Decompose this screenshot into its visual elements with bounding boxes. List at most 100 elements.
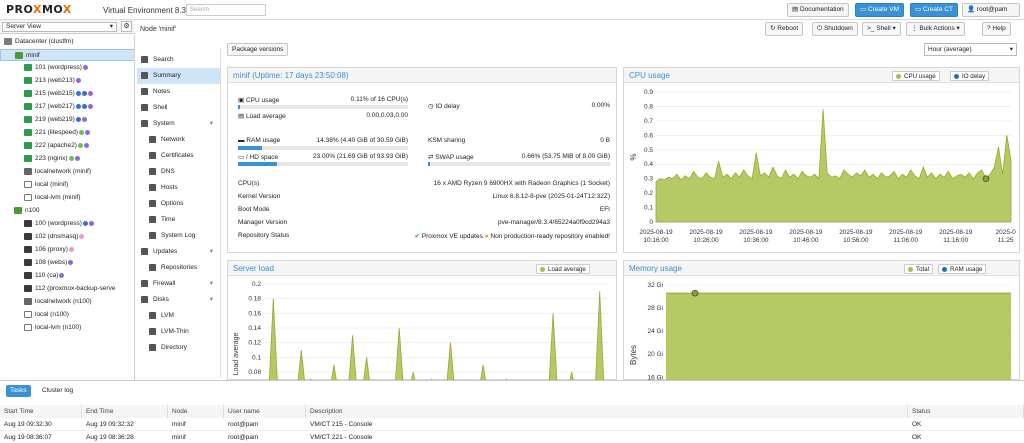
tree-item[interactable]: minif [0,49,134,61]
tree-item-label: 101 (wordpress) [35,64,82,71]
tree-item[interactable]: 112 (proxmox-backup-serve [0,283,134,295]
tag-dot-icon [68,246,74,252]
column-header[interactable]: End Time [82,405,168,418]
legend-total[interactable]: Total [904,264,934,274]
tree-item[interactable]: n100 [0,205,134,217]
tree-item[interactable]: 221 (litespeed) [0,127,134,139]
documentation-label: Documentation [799,6,844,13]
menu-item[interactable]: LVM [137,308,220,324]
tab-tasks[interactable]: Tasks [6,385,31,397]
tree-item[interactable]: 217 (web217) [0,101,134,113]
table-cell: Aug 19 09:32:32 [86,421,134,428]
legend-load-average[interactable]: Load average [536,264,590,274]
tree-item[interactable]: localnetwork (n100) [0,296,134,308]
tree-item[interactable]: 215 (web215) [0,88,134,100]
legend-cpu-usage[interactable]: CPU usage [892,71,940,81]
menu-item[interactable]: LVM-Thin [137,324,220,340]
menu-item[interactable]: Hosts [137,180,220,196]
user-menu-button[interactable]: 👤 root@pam [962,3,1020,17]
tree-item[interactable]: 100 (wordpress) [0,218,134,230]
menu-item[interactable]: Shell [137,100,220,116]
bulk-actions-button[interactable]: ⋮ Bulk Actions ▾ [906,22,965,36]
y-tick-label: 0 [649,219,653,226]
menu-item[interactable]: Updates ▾ [137,244,220,260]
y-tick-label: 16 Gi [647,374,663,380]
cpus-label: CPU(s) [238,180,260,187]
x-tick-label: 10:16:00 [643,237,669,244]
menu-item[interactable]: Time [137,212,220,228]
menu-item[interactable]: Summary [137,68,220,84]
y-axis-label: Bytes [629,345,638,365]
tree-item[interactable]: 223 (nginx) [0,153,134,165]
tree-item[interactable]: 219 (web219) [0,114,134,126]
legend-ram-usage[interactable]: RAM usage [938,264,987,274]
create-ct-button[interactable]: ▭ Create CT [910,3,958,17]
swap-usage-label: ⇄ SWAP usage [428,154,474,161]
server-load-chart: 0.20.180.160.140.120.10.080.06Load avera… [233,281,609,380]
x-tick-label: 10:26:00 [693,237,719,244]
tree-item-label: minif [26,52,40,59]
column-header[interactable]: Status [908,405,1024,418]
tree-item[interactable]: localnetwork (minif) [0,166,134,178]
menu-item[interactable]: System Log [137,228,220,244]
load-average-label: ▤ Load average [238,113,286,120]
cpu-usage-text: CPU usage [245,97,280,104]
package-versions-button[interactable]: Package versions [227,43,289,56]
tree-item[interactable]: 108 (webs) [0,257,134,269]
tree-item[interactable]: 102 (dnsmasq) [0,231,134,243]
create-vm-button[interactable]: ▭ Create VM [855,3,905,17]
column-header[interactable]: User name [224,405,306,418]
shell-button[interactable]: >_ Shell ▾ [862,22,901,36]
menu-item[interactable]: Disks ▾ [137,292,220,308]
menu-item-label: Summary [153,72,181,79]
tree-item[interactable]: 101 (wordpress) [0,62,134,74]
column-header[interactable]: Description [306,405,908,418]
help-button[interactable]: ? Help [982,22,1011,36]
tree-item[interactable]: 213 (web213) [0,75,134,87]
menu-item[interactable]: Options [137,196,220,212]
menu-item[interactable]: Search [137,52,220,68]
tree-item[interactable]: local-lvm (minif) [0,192,134,204]
view-select[interactable]: Server View ▾ [2,22,117,32]
tree-item[interactable]: 110 (ca) [0,270,134,282]
load-chart-title: Server load [228,261,616,276]
gear-icon[interactable]: ⚙ [121,21,132,32]
menu-item[interactable]: DNS [137,164,220,180]
tree-item[interactable]: local-lvm (n100) [0,322,134,334]
menu-item[interactable]: Repositories [137,260,220,276]
tree-item[interactable]: 222 (apache2) [0,140,134,152]
tree-item[interactable]: local (n100) [0,309,134,321]
ram-usage-bar [238,146,408,150]
table-row[interactable]: Aug 19 09:32:30 Aug 19 09:32:32 minif root@… [0,419,1024,431]
check-icon: ✔ [414,233,420,240]
tree-item[interactable]: 106 (proxy) [0,244,134,256]
shutdown-button[interactable]: ⏻ Shutdown [812,22,858,36]
menu-item[interactable]: Directory [137,340,220,356]
tree-item[interactable]: local (minif) [0,179,134,191]
menu-item[interactable]: System ▾ [137,116,220,132]
menu-item[interactable]: Certificates [137,148,220,164]
tag-dot-icon [77,142,83,148]
x-tick-label: 2025-0 [996,229,1017,236]
reboot-button[interactable]: ↻ Reboot [765,22,804,36]
legend-io-delay[interactable]: IO delay [950,71,990,81]
search-input[interactable]: Search [186,4,266,16]
table-row[interactable]: Aug 19 08:36:07 Aug 19 08:36:28 minif root@… [0,432,1024,443]
tag-dot-icon [79,129,84,135]
menu-item-label: Options [161,200,184,207]
menu-item-label: Shell [153,104,168,111]
container-icon [24,284,32,292]
menu-item[interactable]: Firewall ▾ [137,276,220,292]
tag-dot-icon [79,233,85,239]
timeframe-select[interactable]: Hour (average) ▾ [924,43,1017,56]
menu-item[interactable]: Network [137,132,220,148]
menu-item[interactable]: Notes [137,84,220,100]
documentation-button[interactable]: ▤ Documentation [787,3,849,17]
column-header[interactable]: Node [168,405,224,418]
tag-dot-icon [82,220,88,226]
tree-item[interactable]: Datacenter (clustfm) [0,36,134,48]
column-header[interactable]: Start Time [0,405,82,418]
table-cell: Aug 19 08:36:07 [4,434,52,441]
x-tick-label: 10:36:00 [743,237,769,244]
tab-cluster-log[interactable]: Cluster log [42,387,74,394]
